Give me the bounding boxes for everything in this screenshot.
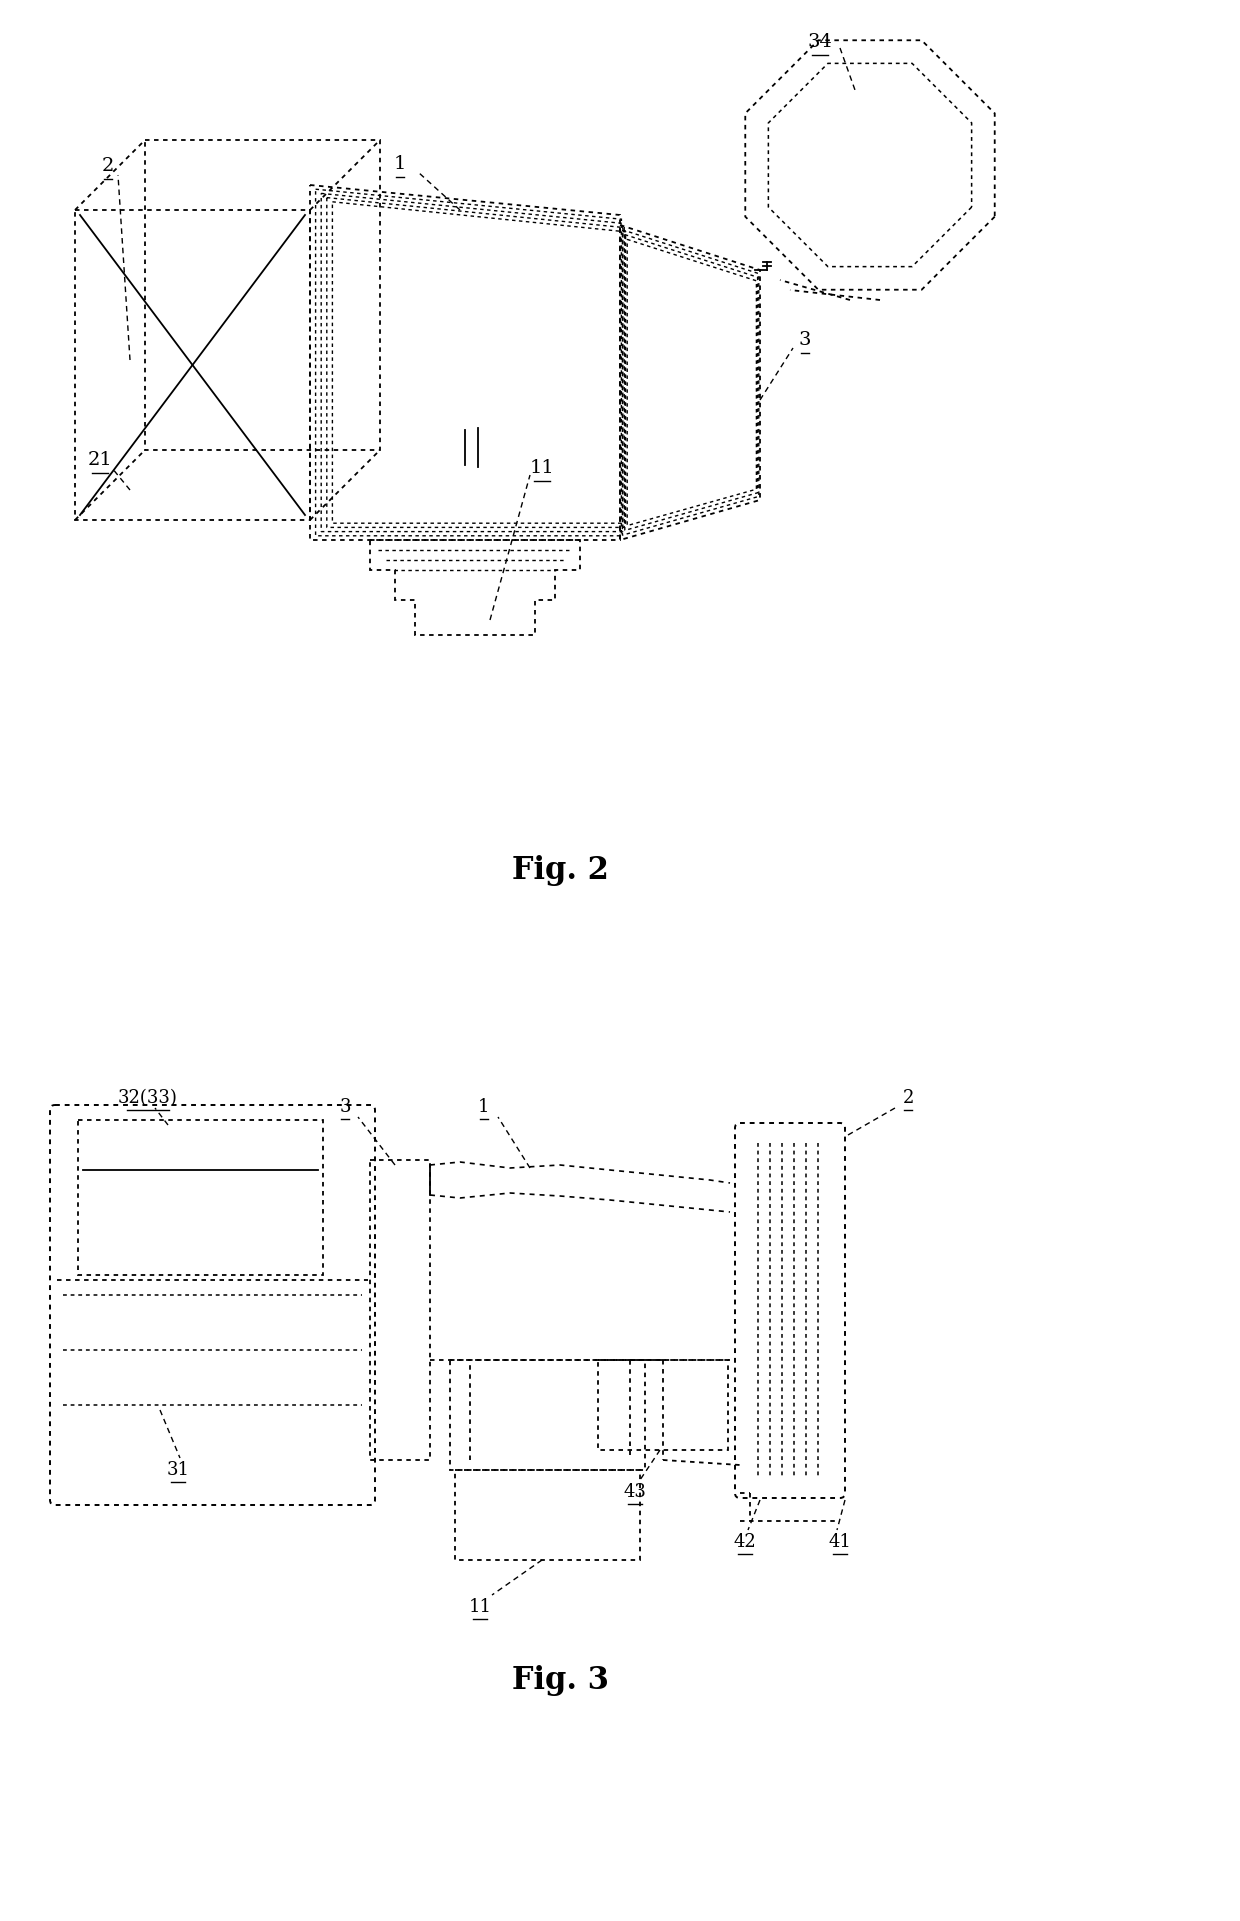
Text: 32(33): 32(33) [118, 1089, 177, 1106]
Text: 3: 3 [340, 1099, 351, 1116]
Text: 2: 2 [903, 1089, 914, 1106]
Text: 11: 11 [529, 459, 554, 476]
Text: Fig. 2: Fig. 2 [512, 855, 609, 886]
Text: 42: 42 [734, 1533, 756, 1550]
Text: 1: 1 [394, 156, 407, 173]
Text: 11: 11 [469, 1598, 491, 1616]
Text: 2: 2 [102, 158, 114, 175]
Text: 43: 43 [624, 1483, 646, 1500]
Text: 3: 3 [799, 330, 811, 350]
Text: 34: 34 [807, 33, 832, 52]
Text: Fig. 3: Fig. 3 [511, 1664, 609, 1696]
Text: 31: 31 [166, 1462, 190, 1479]
Text: 21: 21 [88, 451, 113, 469]
Text: 41: 41 [828, 1533, 852, 1550]
Text: 1: 1 [479, 1099, 490, 1116]
